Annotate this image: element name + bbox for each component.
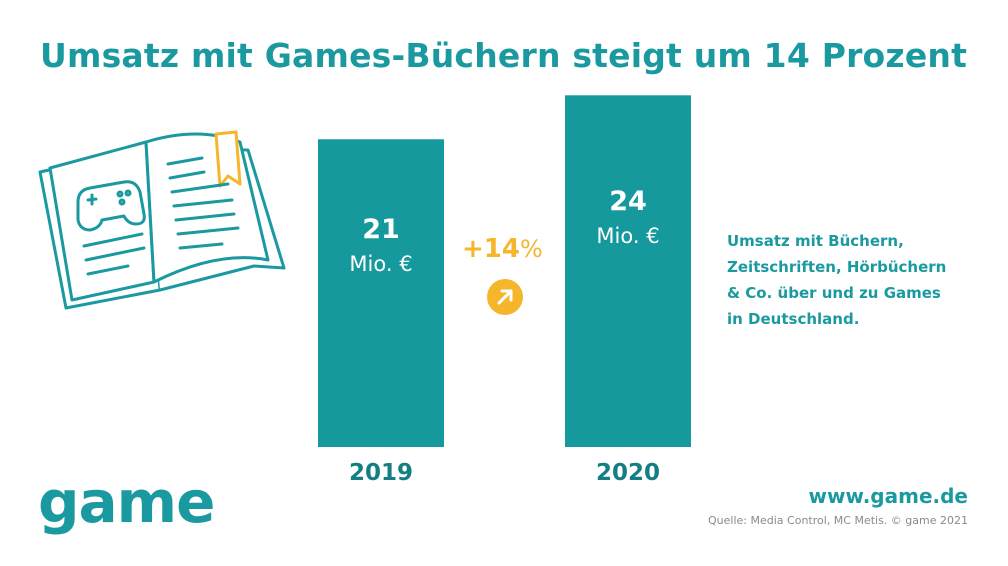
open-book-gamepad-icon xyxy=(38,130,286,310)
description-line: Umsatz mit Büchern, xyxy=(727,232,904,250)
game-logo: game xyxy=(38,468,215,536)
growth-annotation: +14% xyxy=(462,234,543,264)
x-tick-label: 2019 xyxy=(348,460,413,486)
description-line: & Co. über und zu Games xyxy=(727,284,941,302)
chart-title: Umsatz mit Games-Büchern steigt um 14 Pr… xyxy=(40,36,968,75)
description-line: Zeitschriften, Hörbüchern xyxy=(727,258,947,276)
chart-description: Umsatz mit Büchern, Zeitschriften, Hörbü… xyxy=(727,228,997,332)
growth-percent-sign: % xyxy=(519,235,543,263)
bar-2020 xyxy=(565,95,691,448)
bar-2019 xyxy=(318,139,444,447)
x-tick-label: 2020 xyxy=(595,460,660,486)
arrow-up-right-icon xyxy=(487,279,523,315)
bar-unit-label: Mio. € xyxy=(349,252,413,277)
bar-value-label: 21 xyxy=(362,214,400,246)
growth-value: +14 xyxy=(462,234,520,264)
bar-unit-label: Mio. € xyxy=(596,223,660,248)
bar-value-label: 24 xyxy=(609,185,647,217)
description-line: in Deutschland. xyxy=(727,310,860,328)
source-note: Quelle: Media Control, MC Metis. © game … xyxy=(708,514,968,527)
website-link[interactable]: www.game.de xyxy=(808,484,968,508)
